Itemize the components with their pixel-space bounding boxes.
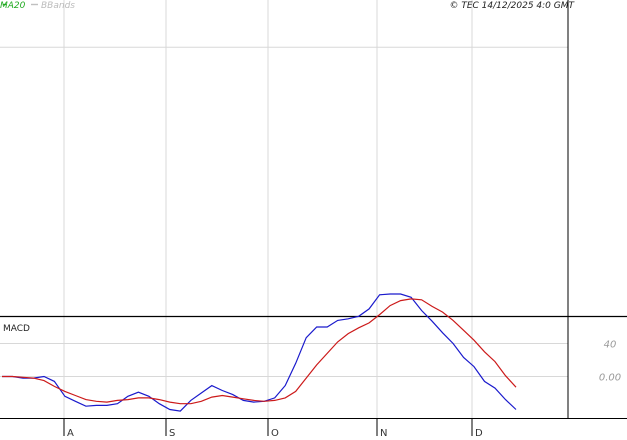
macd-panel bbox=[2, 293, 517, 412]
x-tick-label: A bbox=[67, 428, 74, 439]
signal-line bbox=[2, 298, 517, 405]
grid-lines bbox=[0, 0, 568, 418]
macd-tick-label: 40 bbox=[604, 340, 617, 351]
ma20-legend-label: MA20 bbox=[0, 1, 26, 11]
x-tick-label: S bbox=[169, 428, 175, 439]
macd-line bbox=[2, 293, 517, 412]
macd-panel-title: MACD bbox=[3, 324, 30, 334]
chart-frame bbox=[0, 0, 627, 419]
bbands-legend-label: BBands bbox=[41, 1, 75, 11]
copyright-label: © TEC 14/12/2025 4:0 GMT bbox=[449, 1, 575, 11]
x-tick-label: D bbox=[475, 428, 483, 439]
x-tick-label: N bbox=[380, 428, 387, 439]
macd-tick-label: 0.00 bbox=[599, 373, 621, 384]
x-tick-label: O bbox=[271, 428, 279, 439]
